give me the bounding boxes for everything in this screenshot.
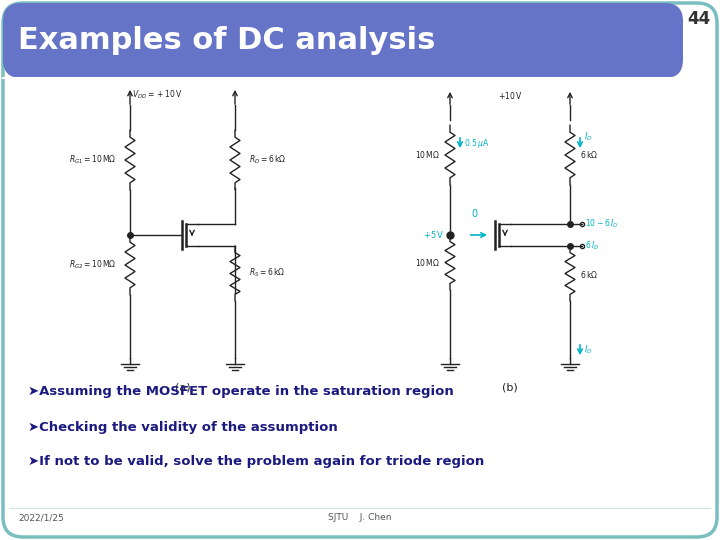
Text: $I_D$: $I_D$	[584, 344, 593, 356]
Text: ➤Assuming the MOSFET operate in the saturation region: ➤Assuming the MOSFET operate in the satu…	[28, 386, 454, 399]
Text: $+5\,\mathrm{V}$: $+5\,\mathrm{V}$	[423, 230, 444, 240]
Text: ➤If not to be valid, solve the problem again for triode region: ➤If not to be valid, solve the problem a…	[28, 456, 485, 469]
Text: $6\,\mathrm{k}\Omega$: $6\,\mathrm{k}\Omega$	[580, 150, 598, 160]
Text: $R_{G2} = 10\,\mathrm{M}\Omega$: $R_{G2} = 10\,\mathrm{M}\Omega$	[68, 259, 116, 271]
Text: Examples of DC analysis: Examples of DC analysis	[18, 26, 436, 55]
Text: $V_{DD} = +10\,\mathrm{V}$: $V_{DD} = +10\,\mathrm{V}$	[132, 89, 182, 101]
Text: ➤Checking the validity of the assumption: ➤Checking the validity of the assumption	[28, 421, 338, 434]
Text: $6\,I_D$: $6\,I_D$	[585, 240, 599, 252]
FancyBboxPatch shape	[3, 3, 717, 537]
FancyBboxPatch shape	[3, 3, 683, 78]
Text: (b): (b)	[502, 383, 518, 393]
Text: $R_S = 6\,\mathrm{k}\Omega$: $R_S = 6\,\mathrm{k}\Omega$	[249, 267, 285, 279]
Text: $R_D = 6\,\mathrm{k}\Omega$: $R_D = 6\,\mathrm{k}\Omega$	[249, 154, 286, 166]
Text: $0.5\,\mu\mathrm{A}$: $0.5\,\mu\mathrm{A}$	[464, 137, 490, 150]
Text: $R_{G1} = 10\,\mathrm{M}\Omega$: $R_{G1} = 10\,\mathrm{M}\Omega$	[68, 154, 116, 166]
Text: 2022/1/25: 2022/1/25	[18, 514, 64, 523]
Text: $6\,\mathrm{k}\Omega$: $6\,\mathrm{k}\Omega$	[580, 268, 598, 280]
Text: 44: 44	[687, 10, 710, 28]
Text: $10\,\mathrm{M}\Omega$: $10\,\mathrm{M}\Omega$	[415, 258, 440, 268]
Text: (a): (a)	[175, 383, 190, 393]
Text: SJTU    J. Chen: SJTU J. Chen	[328, 514, 392, 523]
Text: $0$: $0$	[472, 207, 479, 219]
Text: $10\,\mathrm{M}\Omega$: $10\,\mathrm{M}\Omega$	[415, 150, 440, 160]
Text: $+10\,\mathrm{V}$: $+10\,\mathrm{V}$	[498, 90, 522, 101]
Text: $I_D$: $I_D$	[584, 131, 593, 143]
Text: $10-6\,I_D$: $10-6\,I_D$	[585, 218, 618, 230]
